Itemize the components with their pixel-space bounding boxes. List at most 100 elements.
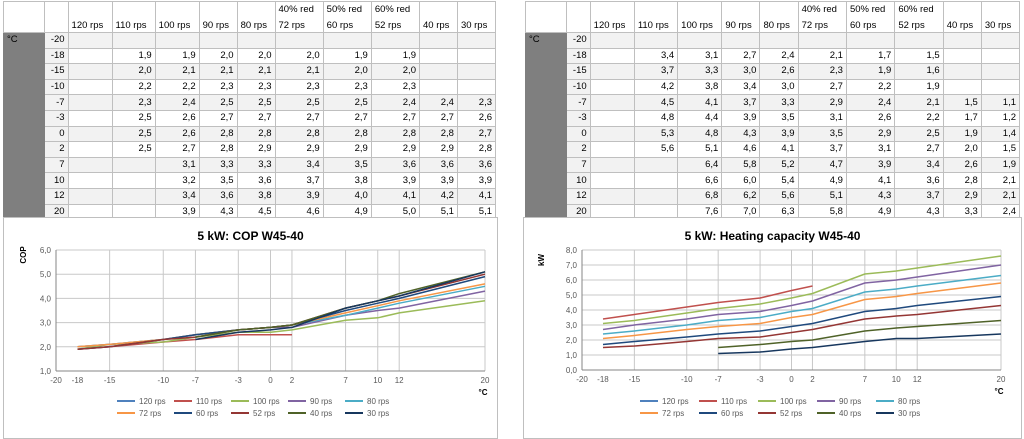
table-cell: 1,9: [154, 47, 200, 65]
table-cell: 2,9: [942, 187, 982, 205]
table-cell: 2,0: [274, 47, 324, 65]
gray-cell: [3, 125, 45, 143]
table-cell: 3,7: [633, 63, 679, 80]
table-row: 10 6,6 6,0 5,4 4,9 4,1 3,6 2,8 2,1: [525, 172, 1021, 189]
table-cell: 2,1: [154, 63, 200, 80]
table-cell: 2,3: [198, 78, 238, 96]
table-cell: 2,6: [154, 109, 200, 127]
column-header-label: 52 rps: [898, 20, 925, 31]
legend-label: 40 rps: [839, 409, 861, 418]
gray-cell: [525, 78, 567, 96]
table-cell: [980, 63, 1021, 80]
gray-cell: [525, 187, 567, 205]
y-tick-label: 8,0: [566, 246, 578, 255]
x-tick-label: -10: [681, 375, 693, 384]
table-row: -3 4,8 4,4 3,9 3,5 3,1 2,6 2,2 1,7 1,2: [525, 109, 1021, 127]
y-tick-label: 6,0: [40, 246, 52, 255]
table-cell: [942, 47, 982, 65]
table-cell: 3,1: [154, 156, 200, 174]
series-line-80-rps: [602, 274, 1002, 335]
row-temperature: 10: [566, 172, 591, 189]
table-cell: 4,1: [456, 187, 497, 205]
table-cell: 4,4: [677, 109, 723, 127]
table-cell: [418, 63, 458, 80]
table-cell: 2,9: [322, 141, 372, 158]
table-cell: 3,0: [721, 63, 761, 80]
table-row: 0 2,5 2,6 2,8 2,8 2,8 2,8 2,8 2,8 2,7: [3, 125, 497, 143]
corner-cell-a: [3, 1, 45, 33]
column-header-label: 72 rps: [278, 20, 305, 31]
table-cell: 3,1: [797, 109, 847, 127]
table-cell: 3,4: [721, 78, 761, 96]
table-cell: [111, 172, 156, 189]
series-line-40-rps: [195, 271, 486, 338]
table-cell: [980, 78, 1021, 96]
series-line-40-rps: [718, 319, 1002, 349]
unit-cell: °C: [3, 32, 45, 49]
table-cell: 3,3: [236, 156, 276, 174]
table-cell: 4,5: [633, 94, 679, 111]
cop-chart: 5 kW: COP W45-40 1,0 2,0 3,0 4,0 5,0 6,0 -20 -18…: [19, 229, 490, 418]
x-tick-label: 10: [373, 376, 382, 385]
table-cell: 3,9: [274, 187, 324, 205]
table-cell: 2,7: [894, 141, 944, 158]
table-cell: 3,5: [322, 156, 372, 174]
gray-cell: [3, 187, 45, 205]
x-tick-label: 2: [810, 375, 815, 384]
table-cell: 2,3: [370, 78, 420, 96]
table-cell: [721, 32, 761, 49]
table-cell: 5,1: [677, 141, 723, 158]
table-cell: 4,2: [418, 187, 458, 205]
table-cell: [198, 32, 238, 49]
table-cell: 3,9: [759, 125, 799, 143]
capacity-table: 120 rps 110 rps 100 rps 90 rps 80 rps 40% red…: [525, 1, 1021, 221]
row-temperature: -18: [566, 47, 591, 65]
table-cell: 1,7: [942, 109, 982, 127]
table-cell: 2,1: [894, 94, 944, 111]
table-cell: 3,8: [322, 172, 372, 189]
table-cell: 2,7: [236, 109, 276, 127]
series-line-72-rps: [602, 282, 1002, 340]
row-temperature: 0: [44, 125, 69, 143]
series-line-52-rps: [77, 273, 486, 350]
capacity-chart-panel: 5 kW: Heating capacity W45-40 0,0 1,0 2,0 3,…: [523, 217, 1022, 439]
reduction-label: 60% red: [898, 4, 934, 15]
column-header: 90 rps: [721, 1, 761, 33]
table-cell: 4,8: [677, 125, 723, 143]
column-header: 100 rps: [677, 1, 723, 33]
legend-label: 60 rps: [196, 409, 218, 418]
column-header-label: 120 rps: [71, 20, 104, 31]
x-tick-label: 0: [789, 375, 794, 384]
chart-title: 5 kW: COP W45-40: [197, 229, 304, 243]
table-row: 20 3,9 4,3 4,5 4,6 4,9 5,0 5,1 5,1: [3, 203, 497, 221]
table-cell: 2,9: [236, 141, 276, 158]
row-temperature: 20: [44, 203, 69, 221]
table-cell: [589, 187, 635, 205]
reduction-label: 40% red: [801, 4, 837, 15]
table-cell: 2,6: [456, 109, 497, 127]
table-cell: 2,9: [370, 141, 420, 158]
table-cell: 4,8: [633, 109, 679, 127]
column-header: 40 rps: [942, 1, 982, 33]
table-cell: 3,0: [759, 78, 799, 96]
column-header-label: 60 rps: [849, 20, 877, 31]
table-cell: 3,9: [418, 172, 458, 189]
table-cell: 2,0: [322, 63, 372, 80]
table-cell: 3,6: [370, 156, 420, 174]
table-cell: [67, 156, 113, 174]
legend-label: 30 rps: [367, 409, 389, 418]
table-cell: [589, 109, 635, 127]
table-cell: 2,9: [845, 125, 896, 143]
table-cell: [67, 63, 113, 80]
table-cell: [67, 172, 113, 189]
table-cell: 3,8: [677, 78, 723, 96]
x-tick-label: -10: [157, 376, 169, 385]
table-cell: [111, 187, 156, 205]
column-header: 40 rps: [418, 1, 458, 33]
table-cell: 2,5: [894, 125, 944, 143]
table-cell: 2,6: [759, 63, 799, 80]
x-tick-label: -7: [192, 376, 200, 385]
table-cell: 2,8: [942, 172, 982, 189]
table-row: 7 3,1 3,3 3,3 3,4 3,5 3,6 3,6 3,6: [3, 156, 497, 174]
gray-cell: [3, 141, 45, 158]
